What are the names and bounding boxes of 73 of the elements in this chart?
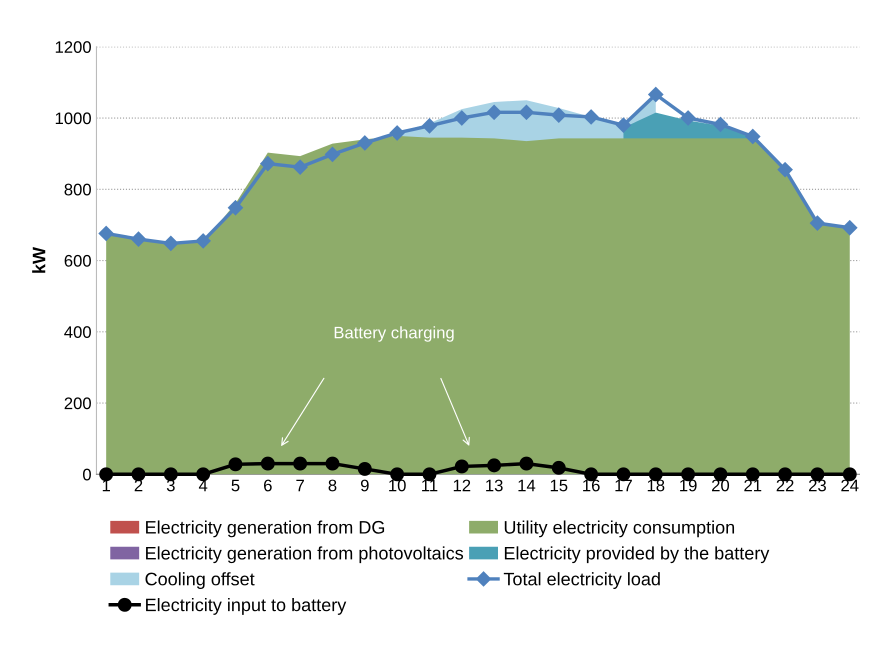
point xyxy=(358,462,372,476)
point xyxy=(616,118,632,133)
point xyxy=(164,467,178,482)
point xyxy=(357,135,372,151)
legend-label: Electricity provided by the battery xyxy=(504,546,770,564)
point xyxy=(487,458,502,472)
point xyxy=(584,109,599,125)
point xyxy=(260,456,275,471)
point xyxy=(390,125,405,141)
x-tick-label: 13 xyxy=(486,480,503,492)
y-tick-label: 0 xyxy=(82,468,91,480)
point xyxy=(228,457,242,472)
y-tick-label: 200 xyxy=(64,397,91,410)
legend-label: Utility electricity consumption xyxy=(504,520,734,538)
legend-label: Electricity generation from DG xyxy=(146,520,384,538)
y-tick-label: 1200 xyxy=(56,41,91,53)
x-tick-label: 7 xyxy=(296,480,304,492)
point xyxy=(745,128,760,144)
point xyxy=(130,232,146,247)
x-tick-label: 9 xyxy=(360,480,369,492)
x-tick-label: 15 xyxy=(550,480,568,492)
point xyxy=(454,110,470,126)
x-tick-label: 22 xyxy=(776,480,794,492)
legend-label: Electricity input to battery xyxy=(146,598,346,615)
y-axis-title: kW xyxy=(32,246,46,273)
y-tick-label: 600 xyxy=(64,254,91,267)
point xyxy=(810,216,825,231)
point xyxy=(842,220,858,236)
x-tick-label: 11 xyxy=(422,480,438,492)
x-tick-label: 18 xyxy=(648,480,664,492)
point xyxy=(712,116,728,132)
annotation: Battery charging xyxy=(334,326,454,342)
y-tick-label: 1000 xyxy=(56,112,91,124)
x-tick-label: 16 xyxy=(583,480,600,492)
point xyxy=(98,226,114,242)
point xyxy=(132,467,146,482)
point xyxy=(778,162,793,178)
point xyxy=(551,108,566,123)
point xyxy=(163,236,178,251)
y-tick-label: 400 xyxy=(64,326,91,338)
point xyxy=(228,200,244,216)
legend-label: Electricity generation from photovoltaics xyxy=(146,546,464,564)
point xyxy=(293,456,308,471)
point xyxy=(292,160,308,175)
x-tick-label: 21 xyxy=(744,480,762,492)
point xyxy=(486,104,502,120)
x-tick-label: 5 xyxy=(232,480,240,492)
point xyxy=(324,146,340,162)
point xyxy=(518,104,534,120)
point xyxy=(99,467,114,482)
point xyxy=(552,460,566,475)
legend-label: Cooling offset xyxy=(146,572,255,590)
y-tick-label: 800 xyxy=(64,184,91,196)
x-tick-label: 24 xyxy=(841,480,859,492)
x-tick-label: 12 xyxy=(454,480,470,492)
point xyxy=(422,118,438,134)
point xyxy=(454,459,469,474)
point xyxy=(260,156,276,172)
point xyxy=(196,467,210,482)
x-tick-label: 23 xyxy=(809,480,826,492)
point xyxy=(196,233,211,248)
x-tick-label: 20 xyxy=(712,480,730,492)
x-tick-label: 14 xyxy=(518,480,536,492)
x-tick-label: 19 xyxy=(680,480,697,492)
x-tick-label: 8 xyxy=(328,480,336,492)
point xyxy=(520,456,534,471)
point xyxy=(680,110,696,126)
legend-label: Total electricity load xyxy=(504,572,660,590)
x-tick-label: 10 xyxy=(389,480,406,492)
x-tick-label: 6 xyxy=(264,480,272,492)
point xyxy=(648,86,664,102)
x-tick-label: 17 xyxy=(615,480,632,492)
point xyxy=(326,456,340,471)
